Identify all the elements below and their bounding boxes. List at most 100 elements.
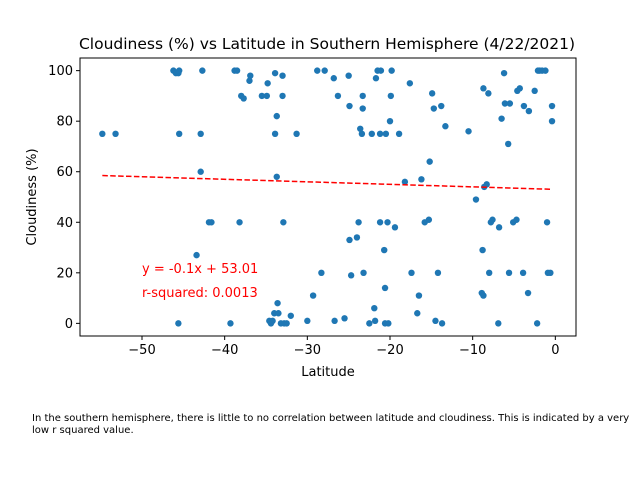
data-point-61 (359, 92, 366, 100)
plot-area-frame (79, 57, 577, 337)
data-point-135 (547, 269, 554, 277)
data-point-19 (240, 95, 247, 102)
data-point-106 (483, 181, 490, 188)
chart-title: Cloudiness (%) vs Latitude in Southern H… (79, 35, 575, 53)
data-point-82 (395, 130, 403, 138)
data-point-69 (376, 219, 384, 226)
data-point-44 (309, 292, 317, 299)
data-point-92 (428, 90, 436, 97)
data-point-98 (442, 123, 449, 130)
data-point-29 (271, 69, 279, 77)
x-axis-label: Latitude (301, 365, 355, 380)
data-point-111 (495, 320, 502, 327)
data-point-55 (347, 272, 355, 279)
data-point-45 (314, 67, 321, 74)
data-point-125 (524, 289, 532, 297)
data-point-13 (208, 219, 215, 226)
data-point-116 (505, 140, 512, 148)
data-point-64 (368, 130, 376, 138)
data-point-66 (371, 317, 379, 325)
data-point-136 (548, 102, 556, 110)
data-point-110 (489, 216, 496, 223)
data-point-77 (385, 320, 392, 327)
data-point-102 (479, 246, 486, 254)
data-point-96 (438, 102, 445, 110)
data-point-87 (415, 292, 423, 299)
data-point-57 (355, 219, 362, 226)
x-tick-label: −50 (128, 343, 155, 358)
scatter-chart: Cloudiness (%) vs Latitude in Southern H… (25, 35, 577, 380)
data-point-20 (246, 77, 253, 84)
data-point-100 (472, 196, 480, 203)
data-point-36 (279, 72, 286, 79)
data-point-108 (486, 269, 493, 277)
data-point-63 (366, 320, 373, 327)
data-point-11 (199, 67, 206, 74)
data-point-47 (321, 67, 328, 74)
data-point-56 (353, 234, 361, 241)
y-tick-label: 20 (56, 266, 73, 281)
data-point-115 (501, 100, 509, 107)
data-point-83 (401, 178, 409, 186)
regression-line (102, 174, 552, 191)
data-point-132 (542, 67, 549, 74)
data-point-40 (283, 320, 290, 327)
data-point-17 (236, 219, 243, 226)
data-point-43 (304, 317, 311, 325)
data-point-117 (505, 269, 513, 277)
regression-layer: y = -0.1x + 53.01 r-squared: 0.0013 (102, 174, 552, 301)
data-point-70 (377, 67, 385, 74)
y-axis-label: Cloudiness (%) (25, 148, 40, 245)
data-point-48 (330, 75, 337, 82)
x-tick-label: −20 (376, 343, 403, 358)
data-point-41 (287, 312, 294, 319)
y-tick-label: 0 (65, 317, 73, 332)
data-point-107 (485, 90, 492, 97)
data-point-21 (247, 72, 254, 79)
y-tick-label: 40 (56, 216, 73, 231)
data-point-112 (495, 224, 503, 231)
data-point-80 (388, 67, 395, 74)
data-point-62 (360, 269, 367, 277)
data-point-1 (112, 130, 119, 138)
data-point-81 (391, 224, 399, 231)
data-point-52 (345, 72, 352, 79)
data-point-49 (331, 317, 338, 325)
data-point-122 (516, 85, 523, 92)
chart-caption: In the southern hemisphere, there is lit… (32, 413, 630, 436)
data-point-22 (258, 92, 266, 100)
data-point-51 (341, 315, 348, 322)
data-point-53 (346, 102, 353, 110)
data-point-72 (381, 246, 388, 254)
data-point-114 (500, 69, 508, 77)
data-point-0 (99, 130, 106, 138)
data-point-10 (197, 168, 204, 175)
data-point-8 (193, 251, 200, 259)
data-point-88 (418, 176, 425, 183)
data-point-9 (197, 130, 204, 138)
data-point-16 (233, 67, 241, 74)
data-point-58 (357, 125, 364, 132)
data-points (99, 67, 556, 327)
data-point-75 (382, 130, 390, 138)
y-tick-label: 100 (48, 64, 73, 79)
data-point-60 (359, 105, 366, 112)
data-point-133 (543, 219, 551, 226)
y-tick-label: 80 (56, 115, 73, 130)
data-point-23 (263, 92, 271, 100)
r-squared-label: r-squared: 0.0013 (142, 286, 258, 301)
data-point-118 (506, 100, 514, 107)
data-point-67 (372, 75, 380, 82)
data-point-127 (531, 87, 538, 95)
data-point-30 (271, 130, 279, 138)
x-axis-ticks: −50 −40 −30 −20 −10 0 (128, 336, 559, 358)
y-tick-label: 60 (56, 165, 73, 180)
data-point-104 (480, 292, 487, 299)
data-point-90 (425, 216, 433, 223)
data-point-71 (376, 130, 384, 138)
data-point-86 (414, 310, 421, 317)
data-point-33 (274, 299, 281, 307)
data-point-38 (280, 219, 287, 226)
data-point-137 (548, 117, 556, 125)
x-tick-label: 0 (551, 343, 559, 358)
